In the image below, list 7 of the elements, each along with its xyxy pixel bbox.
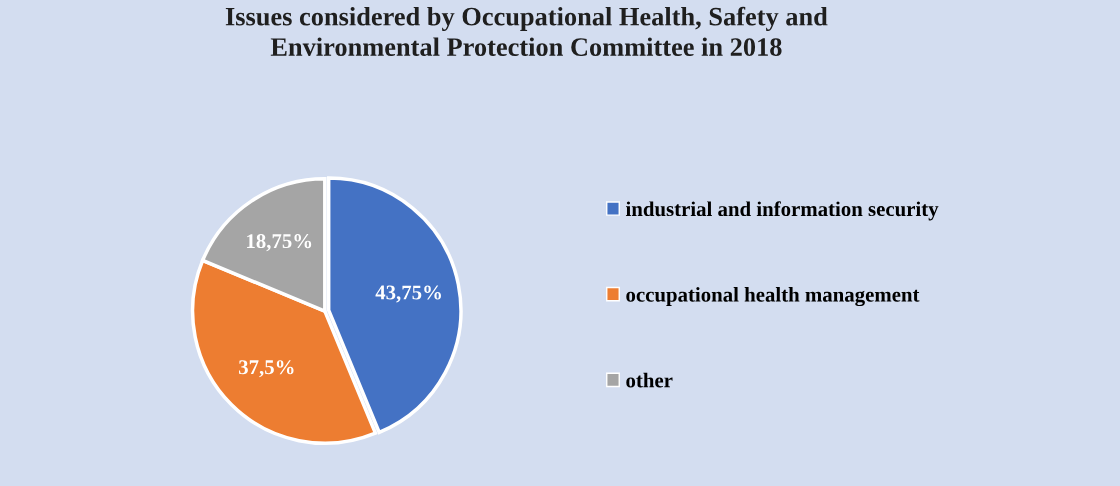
legend-label: other: [626, 372, 673, 388]
data-label: 18,75%: [247, 234, 312, 252]
data-label: 37,5%: [238, 360, 294, 378]
legend-label: industrial and information security: [625, 201, 939, 221]
legend-label: occupational health management: [626, 287, 920, 307]
data-label: 43,75%: [375, 285, 441, 303]
chart-title: Issues considered by Occupational Health, Safety and Environmental Protection Committee in 2018: [225, 6, 828, 56]
